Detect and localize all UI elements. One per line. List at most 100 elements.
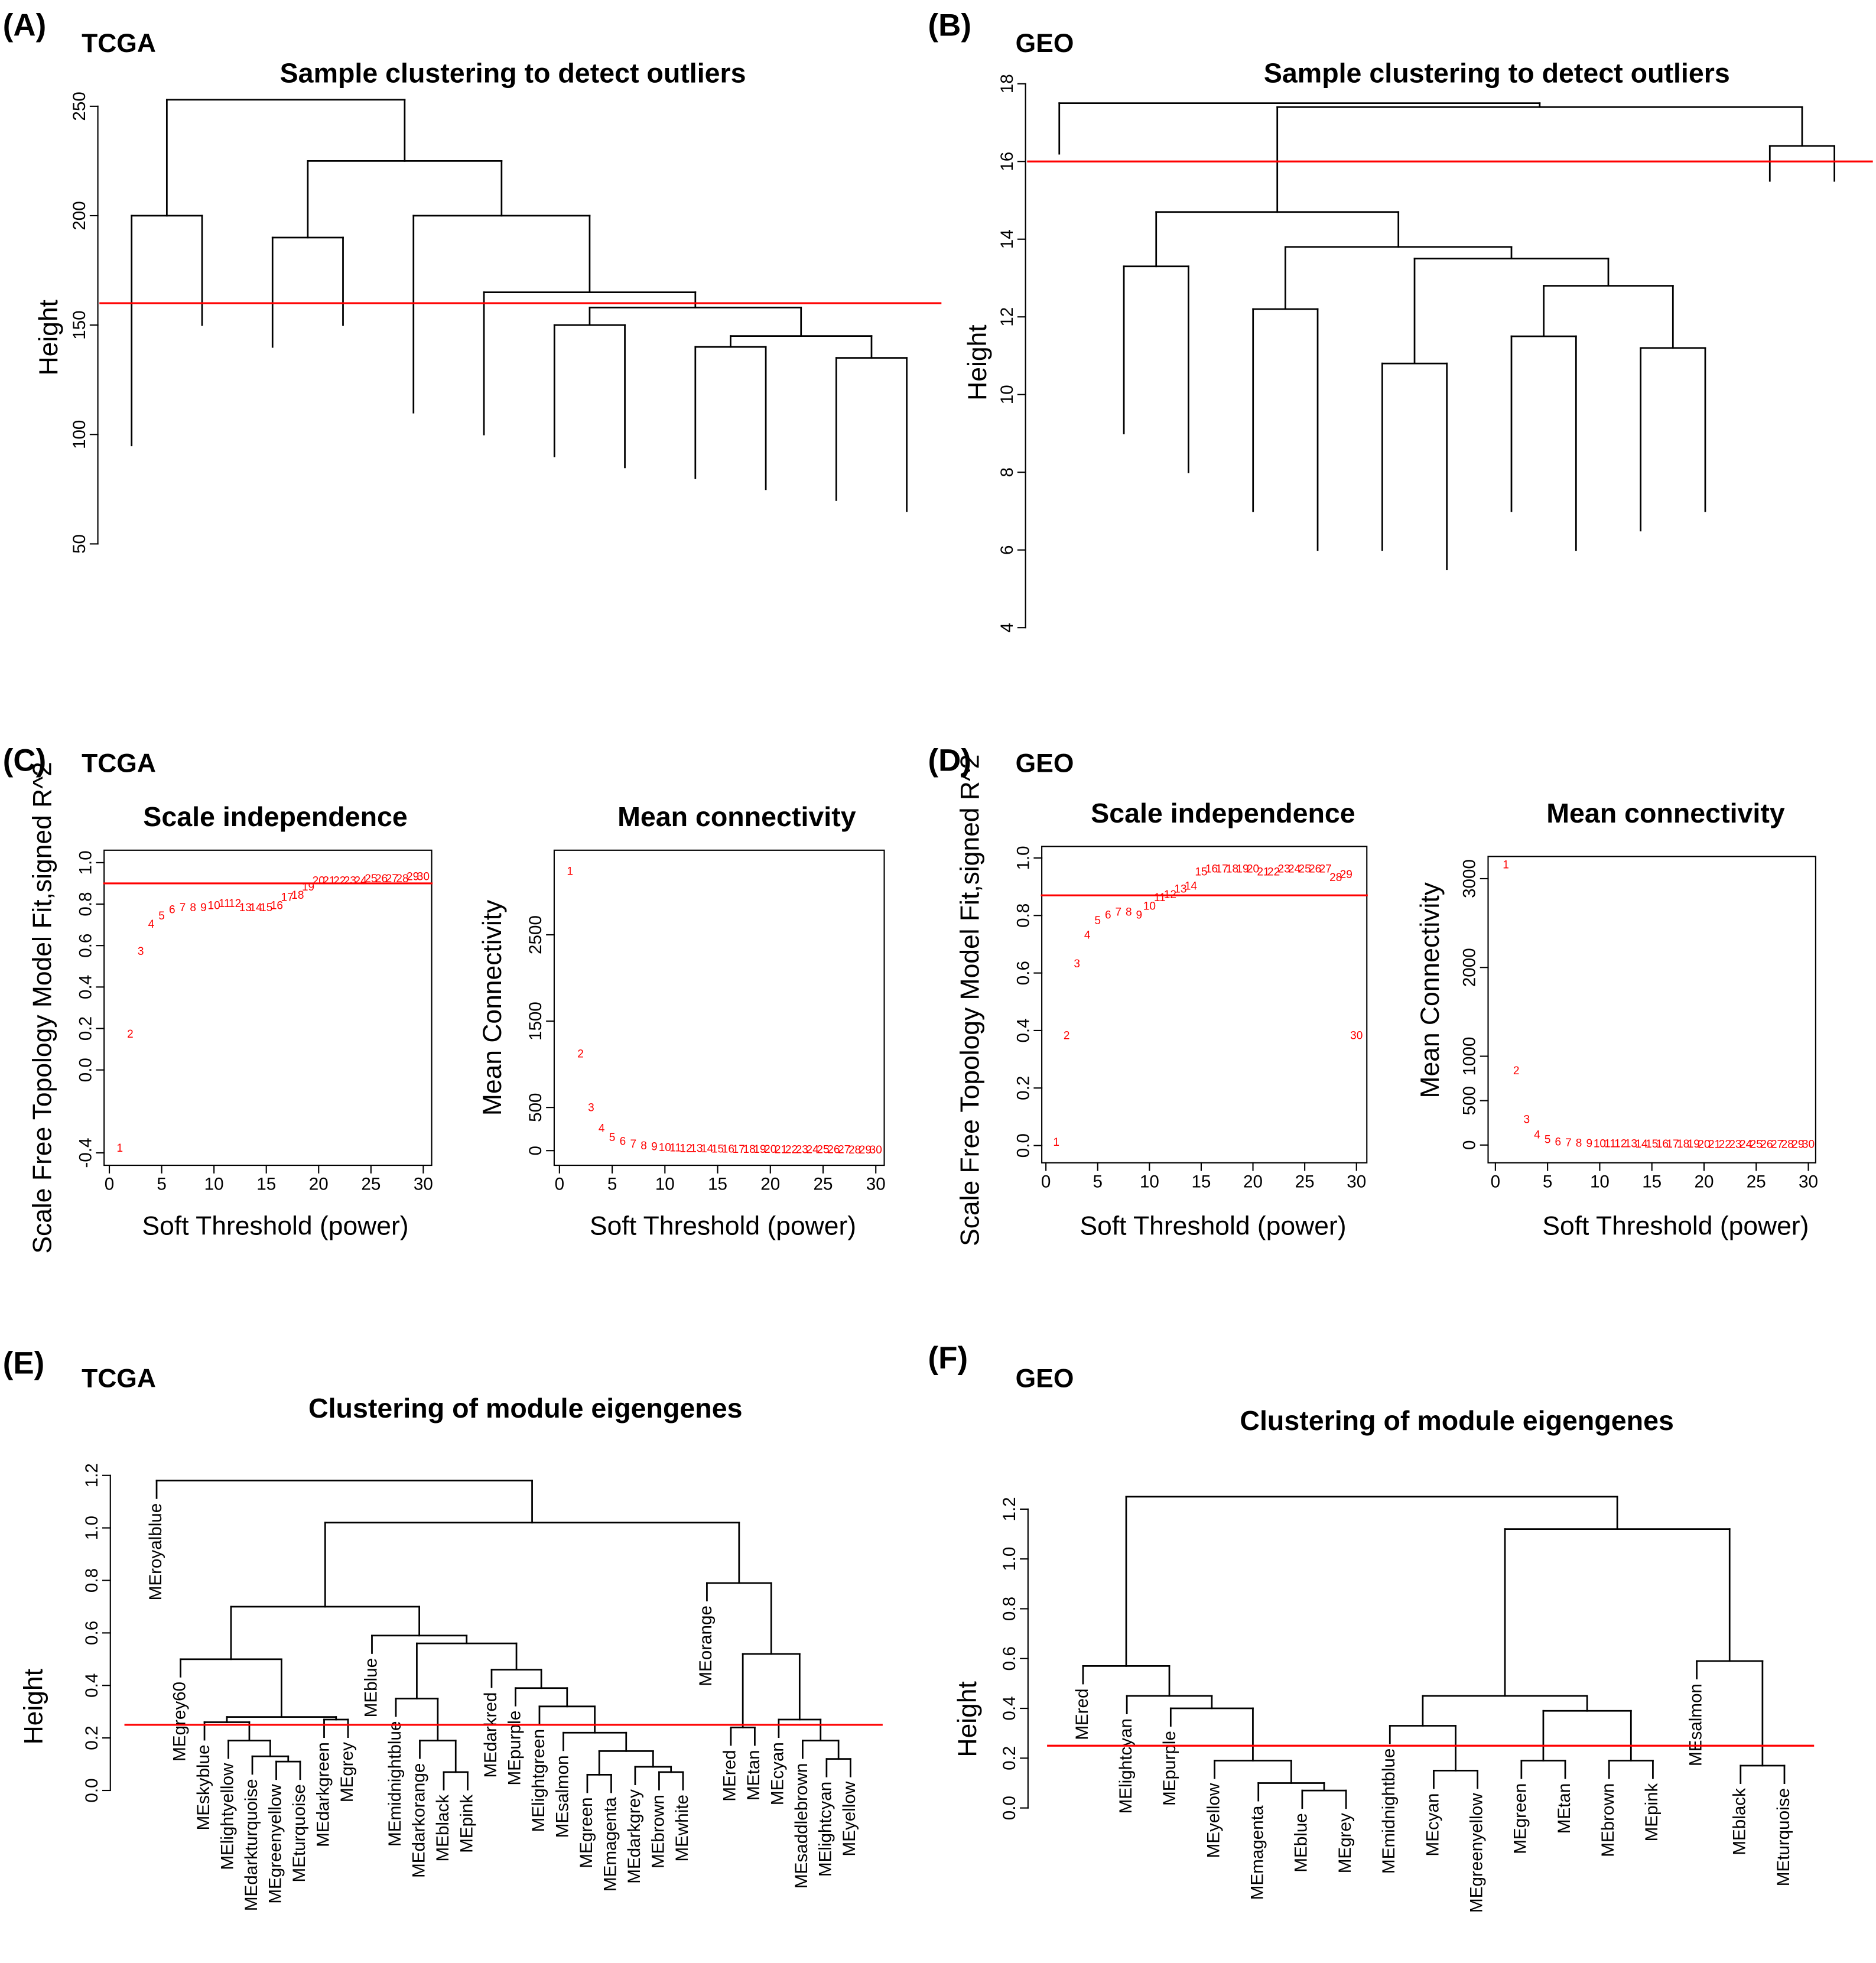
y-tick-label: 0.4: [1013, 1018, 1033, 1042]
point-label: 29: [1792, 1138, 1804, 1150]
x-tick-label: 30: [1799, 1172, 1818, 1191]
y-tick-label: 0.0: [1000, 1796, 1019, 1820]
point-label: 11: [1604, 1138, 1616, 1150]
point-label: 29: [859, 1144, 872, 1156]
point-label: 30: [1350, 1030, 1363, 1042]
point-label: 13: [1174, 883, 1186, 896]
point-label: 2: [577, 1048, 584, 1060]
point-label: 6: [620, 1136, 626, 1148]
chart-title: Mean connectivity: [617, 801, 856, 832]
point-label: 28: [848, 1144, 861, 1156]
x-tick-label: 30: [1347, 1172, 1366, 1191]
x-tick-label: 30: [414, 1175, 433, 1194]
y-tick-label: 8: [997, 467, 1017, 477]
y-tick-label: 1.0: [76, 850, 95, 875]
point-label: 25: [817, 1144, 829, 1156]
leaf-label: MEgreen: [1511, 1783, 1530, 1854]
point-label: 17: [1666, 1138, 1679, 1150]
point-label: 12: [229, 898, 241, 910]
point-label: 19: [1688, 1138, 1700, 1150]
y-tick-label: 1500: [526, 1002, 545, 1041]
point-label: 16: [271, 900, 283, 912]
point-label: 11: [669, 1142, 681, 1155]
point-label: 7: [180, 902, 186, 914]
leaf-label: MEmagenta: [600, 1797, 620, 1892]
plot-box: [103, 849, 433, 1166]
y-tick-label: 0.8: [1000, 1597, 1019, 1621]
leaf-label: MEgreen: [577, 1797, 596, 1868]
leaf-label: MEtan: [744, 1750, 763, 1800]
point-label: 28: [1329, 872, 1342, 884]
x-axis-label: Soft Threshold (power): [590, 1212, 856, 1241]
point-label: 13: [690, 1143, 703, 1155]
point-label: 26: [1760, 1138, 1773, 1150]
point-label: 15: [711, 1143, 724, 1155]
leaf-label: MEyellow: [840, 1781, 859, 1856]
point-label: 12: [679, 1142, 692, 1155]
panel-label: (E): [3, 1346, 44, 1381]
x-tick-label: 0: [1491, 1172, 1500, 1191]
y-tick-label: 1.2: [82, 1463, 102, 1487]
point-label: 26: [827, 1144, 840, 1156]
leaf-label: MEmidnightblue: [385, 1721, 405, 1847]
x-tick-label: 0: [555, 1175, 564, 1194]
leaf-label: MEgreenyellow: [1467, 1793, 1486, 1913]
point-label: 5: [1545, 1134, 1551, 1146]
point-label: 16: [1656, 1138, 1669, 1150]
leaf-label: MElightgreen: [529, 1729, 548, 1832]
point-label: 3: [588, 1102, 594, 1114]
x-tick-label: 25: [1295, 1172, 1315, 1191]
y-tick-label: 0.0: [76, 1058, 95, 1082]
point-label: 7: [1115, 906, 1121, 918]
y-tick-label: 0.4: [1000, 1696, 1019, 1720]
point-label: 2: [1064, 1030, 1070, 1042]
point-label: 20: [1247, 863, 1259, 875]
point-label: 21: [323, 875, 335, 887]
y-tick-label: 500: [526, 1093, 545, 1122]
point-label: 8: [1126, 906, 1132, 918]
leaf-label: MEroyalblue: [146, 1503, 165, 1601]
y-tick-label: 0.6: [82, 1621, 102, 1645]
point-label: 21: [1257, 866, 1269, 878]
leaf-label: MEcyan: [1423, 1793, 1442, 1856]
x-tick-label: 20: [1243, 1172, 1263, 1191]
point-label: 11: [1154, 892, 1166, 904]
leaf-label: MEdarkgrey: [625, 1789, 644, 1884]
y-tick-label: 0.0: [1013, 1133, 1033, 1158]
point-label: 15: [1195, 866, 1207, 878]
leaf-label: MEsalmon: [552, 1755, 572, 1838]
point-label: 18: [743, 1143, 755, 1156]
y-axis-label: Mean Connectivity: [1416, 882, 1445, 1098]
plot-box: [1041, 846, 1368, 1164]
y-tick-label: -0.4: [76, 1138, 95, 1168]
leaf-label: MEyellow: [1204, 1783, 1223, 1858]
point-label: 19: [753, 1143, 766, 1156]
leaf-label: MEpurple: [505, 1711, 524, 1786]
dataset-label: TCGA: [82, 749, 156, 778]
point-label: 3: [1524, 1114, 1530, 1126]
point-label: 15: [1646, 1138, 1658, 1150]
point-label: 6: [1555, 1136, 1561, 1148]
dataset-label: GEO: [1016, 29, 1074, 58]
y-tick-label: 0.8: [82, 1568, 102, 1592]
point-label: 9: [1136, 909, 1143, 921]
y-tick-label: 0.8: [76, 892, 95, 916]
point-label: 18: [1226, 863, 1238, 875]
point-label: 17: [1215, 863, 1228, 875]
point-label: 5: [158, 910, 165, 922]
point-label: 1: [1053, 1136, 1059, 1149]
y-tick-label: 1.0: [1013, 846, 1033, 870]
y-tick-label: 200: [70, 201, 89, 230]
point-label: 17: [281, 892, 294, 904]
y-tick-label: 18: [997, 74, 1017, 93]
y-tick-label: 4: [997, 623, 1017, 632]
point-label: 20: [764, 1143, 776, 1156]
x-tick-label: 15: [1642, 1172, 1662, 1191]
x-tick-label: 10: [204, 1175, 224, 1194]
leaf-label: MEblue: [361, 1658, 381, 1717]
point-label: 28: [1781, 1138, 1794, 1150]
point-label: 22: [333, 875, 346, 887]
point-label: 1: [116, 1142, 123, 1155]
panel-label: (D): [928, 743, 971, 778]
